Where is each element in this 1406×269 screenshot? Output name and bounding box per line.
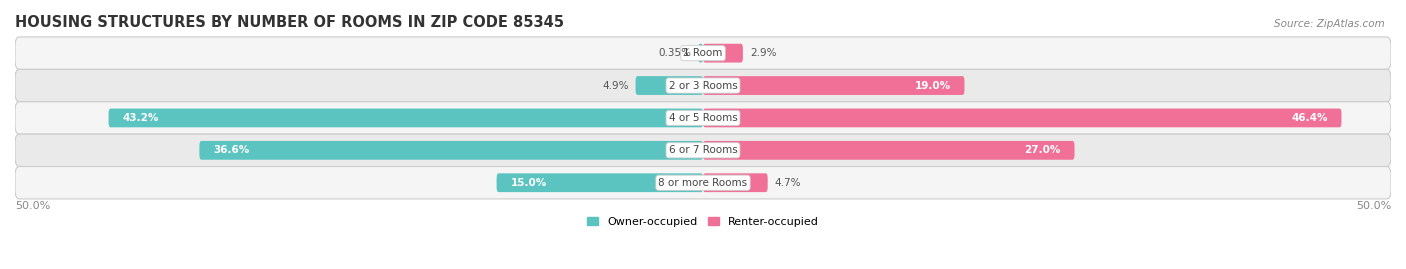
Text: HOUSING STRUCTURES BY NUMBER OF ROOMS IN ZIP CODE 85345: HOUSING STRUCTURES BY NUMBER OF ROOMS IN… [15, 15, 564, 30]
FancyBboxPatch shape [108, 108, 703, 127]
FancyBboxPatch shape [15, 69, 1391, 102]
FancyBboxPatch shape [703, 173, 768, 192]
FancyBboxPatch shape [15, 134, 1391, 167]
FancyBboxPatch shape [15, 102, 1391, 134]
Text: 43.2%: 43.2% [122, 113, 159, 123]
FancyBboxPatch shape [15, 167, 1391, 199]
Text: 2.9%: 2.9% [749, 48, 776, 58]
FancyBboxPatch shape [636, 76, 703, 95]
FancyBboxPatch shape [200, 141, 703, 160]
Text: 36.6%: 36.6% [214, 145, 249, 155]
FancyBboxPatch shape [699, 44, 703, 63]
Text: 0.35%: 0.35% [658, 48, 692, 58]
Text: 4 or 5 Rooms: 4 or 5 Rooms [669, 113, 737, 123]
Text: 2 or 3 Rooms: 2 or 3 Rooms [669, 80, 737, 91]
Legend: Owner-occupied, Renter-occupied: Owner-occupied, Renter-occupied [582, 212, 824, 231]
Text: Source: ZipAtlas.com: Source: ZipAtlas.com [1274, 19, 1385, 29]
Text: 8 or more Rooms: 8 or more Rooms [658, 178, 748, 188]
Text: 4.9%: 4.9% [602, 80, 628, 91]
Text: 4.7%: 4.7% [775, 178, 801, 188]
FancyBboxPatch shape [15, 37, 1391, 69]
Text: 6 or 7 Rooms: 6 or 7 Rooms [669, 145, 737, 155]
Text: 1 Room: 1 Room [683, 48, 723, 58]
Text: 46.4%: 46.4% [1291, 113, 1327, 123]
Text: 19.0%: 19.0% [914, 80, 950, 91]
Text: 15.0%: 15.0% [510, 178, 547, 188]
FancyBboxPatch shape [703, 44, 742, 63]
Text: 50.0%: 50.0% [15, 200, 51, 211]
Text: 27.0%: 27.0% [1025, 145, 1060, 155]
FancyBboxPatch shape [496, 173, 703, 192]
Text: 50.0%: 50.0% [1355, 200, 1391, 211]
FancyBboxPatch shape [703, 76, 965, 95]
FancyBboxPatch shape [703, 108, 1341, 127]
FancyBboxPatch shape [703, 141, 1074, 160]
